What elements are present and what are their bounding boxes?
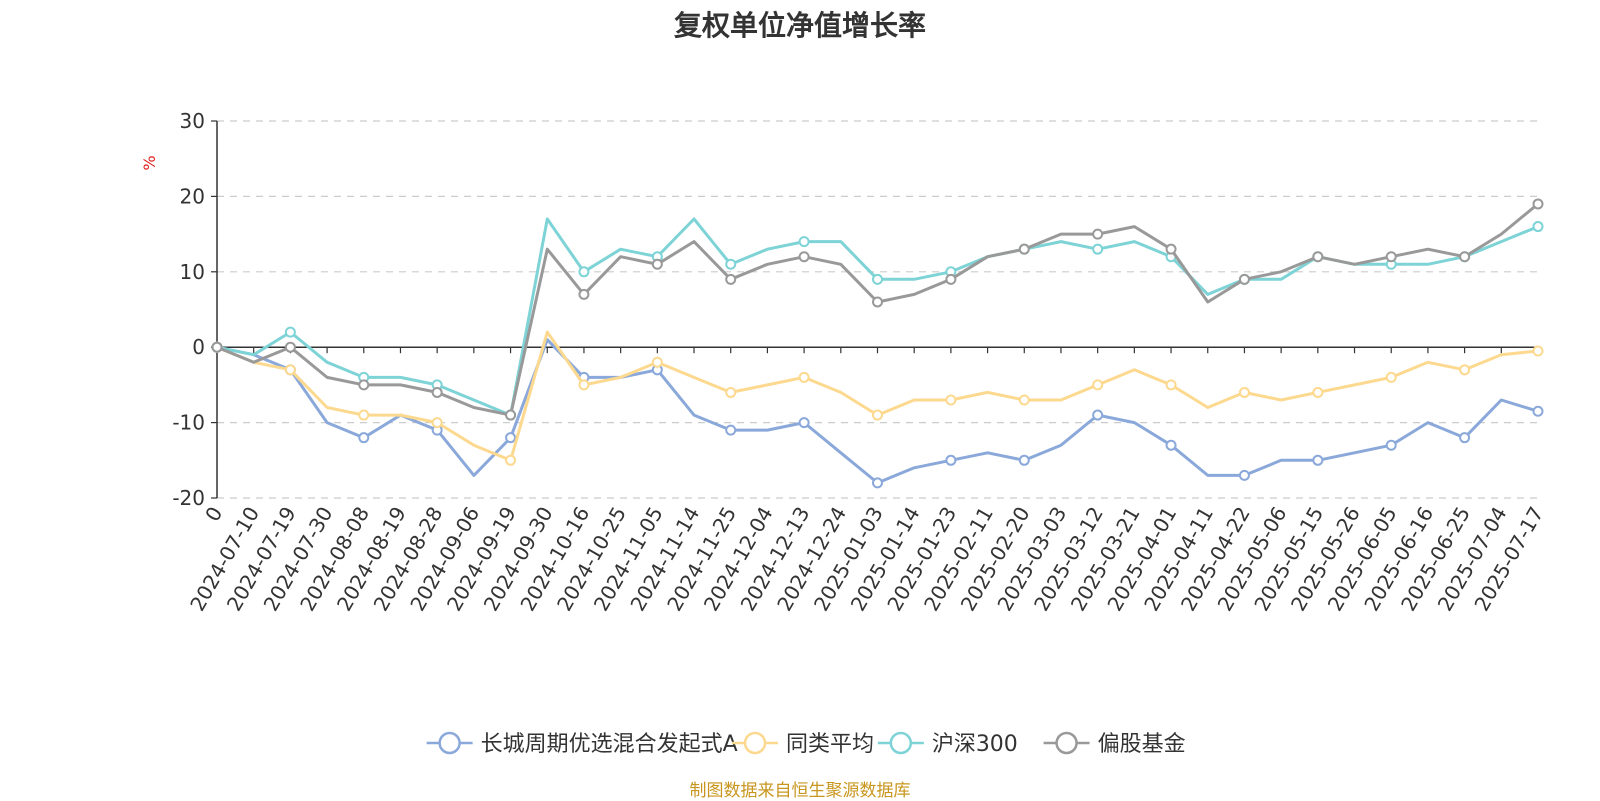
data-point [431,386,443,398]
data-point [1092,379,1104,391]
data-point [1018,454,1030,466]
data-point [284,364,296,376]
legend-marker [438,731,461,755]
data-point [284,341,296,353]
legend-item[interactable]: 长城周期优选混合发起式A [426,731,738,757]
grid-lines [217,120,1538,499]
y-tick-label: -20 [172,486,205,510]
data-point [431,417,443,429]
data-point [725,424,737,436]
legend: 长城周期优选混合发起式A 同类平均 沪深300 偏股基金 [426,731,1186,757]
y-tick-label: -10 [172,411,205,435]
legend-marker [743,731,767,755]
data-point [945,273,957,285]
data-point [872,296,883,308]
line-chart: 02024-07-102024-07-192024-07-302024-08-0… [140,109,1548,757]
data-point [358,432,370,444]
data-point [1532,345,1544,357]
data-point [725,273,737,285]
data-point [1532,221,1544,233]
data-point [1385,371,1397,383]
y-axis-unit-label: % [140,155,159,170]
data-point [945,394,957,406]
legend-label: 同类平均 [786,732,874,757]
data-point [651,356,663,368]
legend-label: 长城周期优选混合发起式A [481,732,738,757]
data-point [358,409,370,421]
data-point [872,273,883,285]
data-point [1092,228,1104,240]
legend-marker [889,731,913,755]
data-point [945,454,957,466]
data-point [211,341,223,353]
y-tick-label: 20 [180,184,205,208]
series-line [215,217,1540,417]
legend-marker [1055,731,1078,755]
data-point [1238,469,1250,481]
data-source-note: 制图数据来自恒生聚源数据库 [689,781,911,801]
data-point [1459,251,1471,263]
data-point [1312,251,1324,263]
legend-item[interactable]: 沪深300 [877,731,1018,757]
data-point [1165,379,1177,391]
data-point [798,236,810,248]
data-point [798,251,810,263]
x-axis-tick-labels: 02024-07-102024-07-192024-07-302024-08-0… [185,502,1548,615]
data-point [1238,386,1250,398]
data-point [505,432,517,444]
chart-title: 复权单位净值增长率 [673,9,926,42]
y-axis-tick-labels: 30 20 10 0 -10 -20 [172,109,205,510]
data-point [578,379,590,391]
y-tick-label: 10 [180,260,205,284]
data-point [1092,243,1104,255]
data-point [1092,409,1104,421]
data-point [1532,198,1544,210]
data-point [798,371,810,383]
series-lines [211,198,1544,489]
data-point [1385,251,1397,263]
data-point [505,454,517,466]
data-point [1018,243,1030,255]
data-point [1532,405,1544,417]
data-point [1312,386,1324,398]
legend-label: 偏股基金 [1098,732,1186,757]
axes [211,120,1539,499]
data-point [872,409,883,421]
data-point [358,379,370,391]
legend-label: 沪深300 [932,732,1018,757]
data-point [1238,273,1250,285]
data-point [1385,439,1397,451]
series-3 [211,198,1544,421]
legend-item[interactable]: 同类平均 [732,731,874,757]
data-point [1459,432,1471,444]
y-tick-label: 30 [180,109,205,133]
data-point [1312,454,1324,466]
data-point [1165,439,1177,451]
legend-item[interactable]: 偏股基金 [1043,731,1186,757]
data-point [651,258,663,270]
data-point [1165,243,1177,255]
data-point [725,258,737,270]
series-line [215,202,1540,417]
data-point [578,266,590,278]
data-point [725,386,737,398]
data-point [578,288,590,300]
series-2 [211,217,1544,421]
data-point [798,417,810,429]
series-1 [211,330,1544,466]
y-tick-label: 0 [192,335,205,359]
data-point [872,477,883,489]
data-point [284,326,296,338]
data-point [1459,364,1471,376]
data-point [505,409,517,421]
data-point [1018,394,1030,406]
